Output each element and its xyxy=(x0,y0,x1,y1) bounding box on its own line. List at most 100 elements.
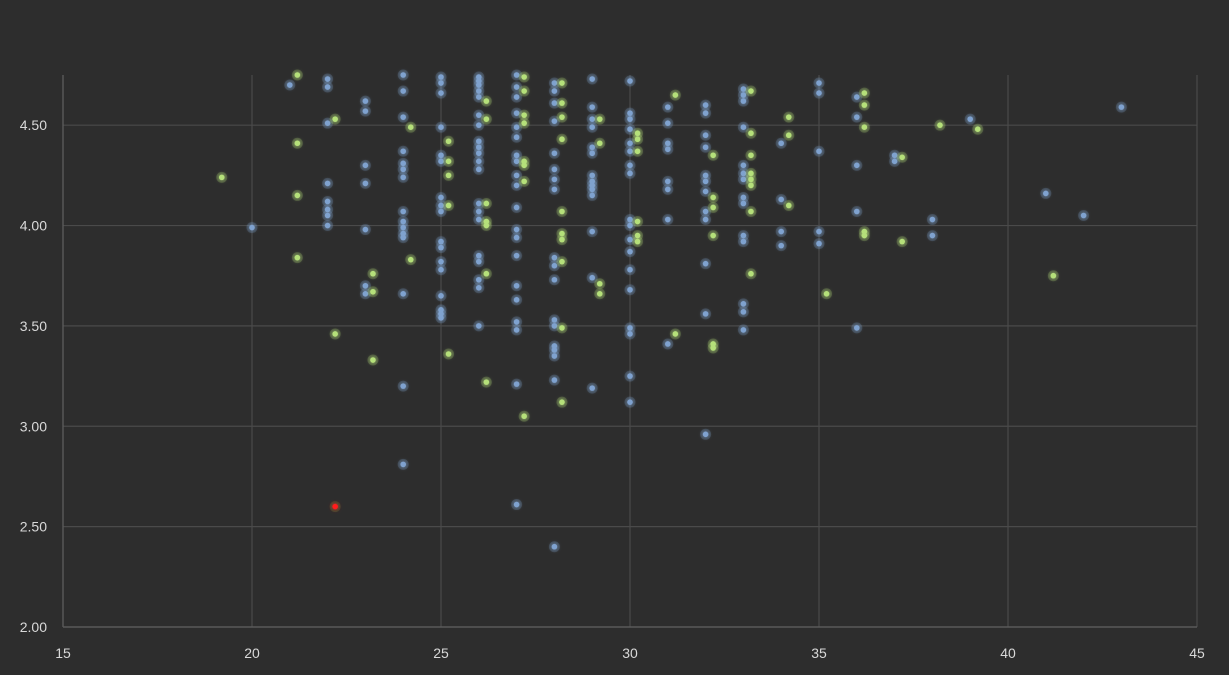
data-point xyxy=(551,166,558,173)
data-point xyxy=(438,315,444,321)
data-point xyxy=(559,236,565,243)
data-point xyxy=(596,116,603,122)
data-point xyxy=(332,331,338,337)
data-point xyxy=(551,262,558,269)
data-point xyxy=(483,98,490,104)
data-point xyxy=(740,238,747,245)
data-point xyxy=(778,242,784,249)
data-point xyxy=(1080,212,1087,219)
data-point xyxy=(899,238,905,245)
data-point xyxy=(476,78,482,84)
data-point xyxy=(513,282,520,289)
data-point xyxy=(710,232,716,239)
data-point xyxy=(559,230,565,237)
data-point xyxy=(476,88,482,94)
data-point xyxy=(551,543,558,550)
data-point xyxy=(589,172,595,179)
data-point xyxy=(438,307,444,313)
data-point xyxy=(551,176,558,183)
data-point xyxy=(634,130,641,137)
data-point xyxy=(627,140,633,147)
data-point xyxy=(476,208,482,215)
data-point xyxy=(438,74,444,80)
data-point xyxy=(438,152,444,159)
data-point xyxy=(438,258,444,265)
data-point xyxy=(710,341,716,347)
data-point xyxy=(362,282,369,289)
data-point xyxy=(1118,104,1125,110)
data-point xyxy=(513,381,520,387)
data-point xyxy=(294,72,301,78)
data-point xyxy=(589,186,595,193)
data-point xyxy=(861,102,868,108)
data-point xyxy=(513,84,520,90)
data-point xyxy=(324,120,331,126)
x-tick-label: 35 xyxy=(811,645,827,661)
data-point xyxy=(665,186,671,193)
data-point xyxy=(370,357,376,363)
data-point xyxy=(400,234,407,241)
data-point xyxy=(400,230,407,237)
data-point xyxy=(702,110,709,116)
data-point xyxy=(551,276,558,283)
data-point xyxy=(551,186,558,193)
data-point xyxy=(407,256,414,263)
y-tick-label: 4.50 xyxy=(20,117,47,133)
data-point xyxy=(589,192,595,199)
data-point xyxy=(559,114,565,120)
data-point xyxy=(370,270,376,277)
data-point xyxy=(332,503,338,510)
data-point xyxy=(513,226,520,233)
data-point xyxy=(785,202,792,209)
data-point xyxy=(854,208,860,215)
data-point xyxy=(748,130,754,137)
data-point xyxy=(891,158,898,165)
data-point xyxy=(513,94,520,100)
data-point xyxy=(521,74,527,80)
data-point xyxy=(748,176,754,183)
data-point xyxy=(438,124,444,130)
data-point xyxy=(891,152,898,159)
data-point xyxy=(551,323,558,329)
data-point xyxy=(702,431,709,438)
data-point xyxy=(778,196,784,203)
data-point xyxy=(861,124,868,130)
data-point xyxy=(854,325,860,331)
data-point xyxy=(702,260,709,267)
data-point xyxy=(740,176,747,183)
data-point xyxy=(1043,190,1049,197)
data-point xyxy=(748,182,754,189)
data-point xyxy=(627,216,633,223)
data-point xyxy=(551,100,558,106)
data-point xyxy=(483,379,490,385)
data-point xyxy=(702,311,709,317)
data-point xyxy=(400,166,407,173)
data-point xyxy=(785,114,792,120)
y-tick-label: 2.00 xyxy=(20,619,47,635)
data-point xyxy=(521,120,527,126)
y-tick-label: 3.00 xyxy=(20,418,47,434)
data-point xyxy=(513,501,520,508)
data-point xyxy=(513,134,520,141)
data-point xyxy=(513,327,520,333)
x-tick-labels: 15 20 25 30 35 40 45 xyxy=(55,645,1205,661)
data-point xyxy=(218,174,225,181)
data-point xyxy=(627,116,633,122)
data-point xyxy=(702,188,709,195)
data-point xyxy=(589,124,595,130)
y-tick-label: 2.50 xyxy=(20,519,47,535)
data-point xyxy=(929,216,936,223)
data-point xyxy=(589,116,595,122)
data-point xyxy=(596,280,603,287)
data-point xyxy=(521,88,527,94)
data-point xyxy=(294,192,301,199)
data-point xyxy=(324,206,331,213)
data-point xyxy=(702,102,709,108)
data-point xyxy=(521,112,527,118)
data-point xyxy=(740,86,747,92)
data-point xyxy=(362,226,369,233)
data-point xyxy=(778,228,784,235)
data-point xyxy=(861,232,868,239)
data-point xyxy=(816,228,822,235)
data-point xyxy=(513,234,520,241)
